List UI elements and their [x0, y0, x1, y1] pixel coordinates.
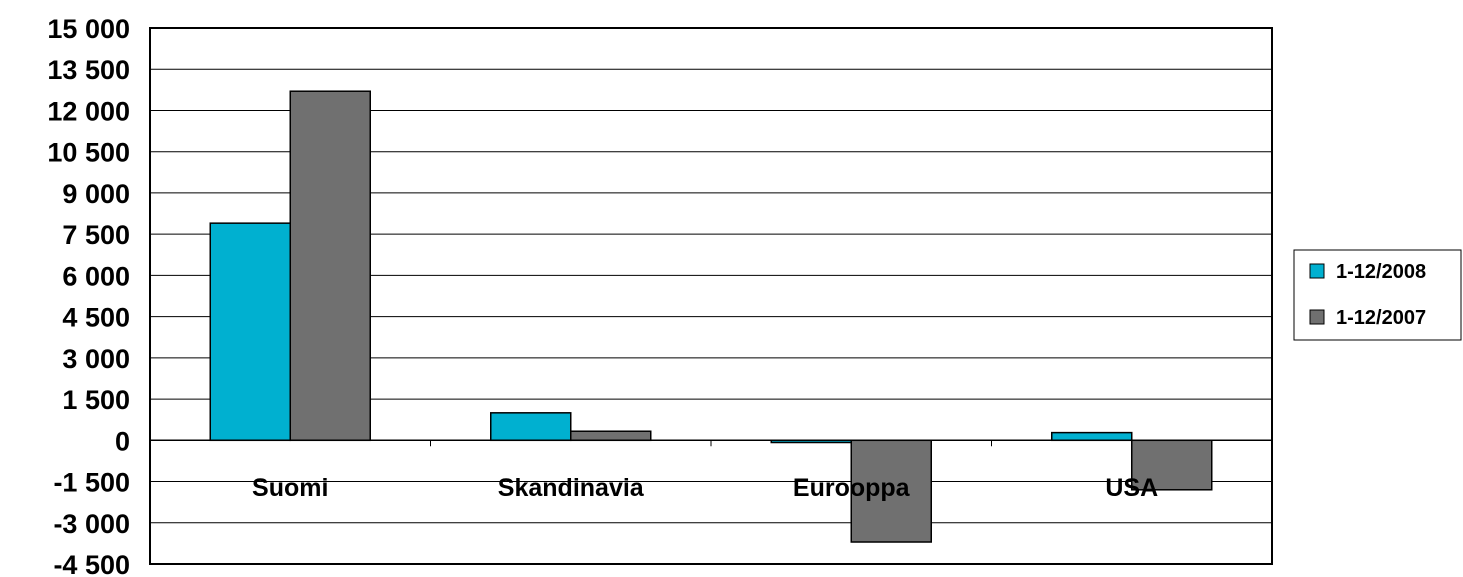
x-category-label: USA: [1105, 474, 1158, 502]
bar-eurooppa-2007: [850, 439, 932, 543]
legend-swatch: [1309, 263, 1325, 279]
y-tick-label: 7 500: [62, 220, 130, 250]
bar-suomi-2008: [209, 222, 291, 442]
bar-skandinavia-2008: [490, 412, 572, 442]
y-tick-label: 13 500: [47, 55, 130, 85]
legend-label: 1-12/2008: [1336, 261, 1426, 283]
bars: [209, 90, 1213, 543]
y-tick-label: 12 000: [47, 96, 130, 126]
bar-usa-2007: [1131, 439, 1213, 491]
y-tick-label: 10 500: [47, 138, 130, 168]
legend: 1-12/2008 1-12/2007: [1293, 249, 1462, 341]
y-tick-label: 9 000: [62, 179, 130, 209]
legend-swatch: [1309, 309, 1325, 325]
bar-skandinavia-2007: [570, 430, 652, 442]
y-axis-ticks: 15 000 13 500 12 000 10 500 9 000 7 500 6 000 4…: [47, 14, 130, 577]
y-tick-label: 1 500: [62, 385, 130, 415]
x-category-label: Skandinavia: [498, 474, 645, 502]
x-axis-categories: Suomi Skandinavia Eurooppa USA: [252, 474, 1158, 502]
y-tick-label: -4 500: [53, 550, 130, 577]
y-tick-label: 15 000: [47, 14, 130, 44]
y-tick-label: 3 000: [62, 344, 130, 374]
bar-suomi-2007: [289, 90, 371, 442]
bar-usa-2008: [1051, 431, 1133, 442]
plot-frame: [149, 27, 1273, 565]
legend-label: 1-12/2007: [1336, 307, 1426, 329]
y-tick-label: -1 500: [53, 468, 130, 498]
zero-axis: [150, 439, 1272, 447]
y-tick-label: 4 500: [62, 303, 130, 333]
y-tick-label: 0: [115, 426, 130, 456]
y-tick-label: -3 000: [53, 509, 130, 539]
x-category-label: Eurooppa: [793, 474, 911, 502]
x-category-label: Suomi: [252, 474, 328, 502]
y-tick-label: 6 000: [62, 261, 130, 291]
